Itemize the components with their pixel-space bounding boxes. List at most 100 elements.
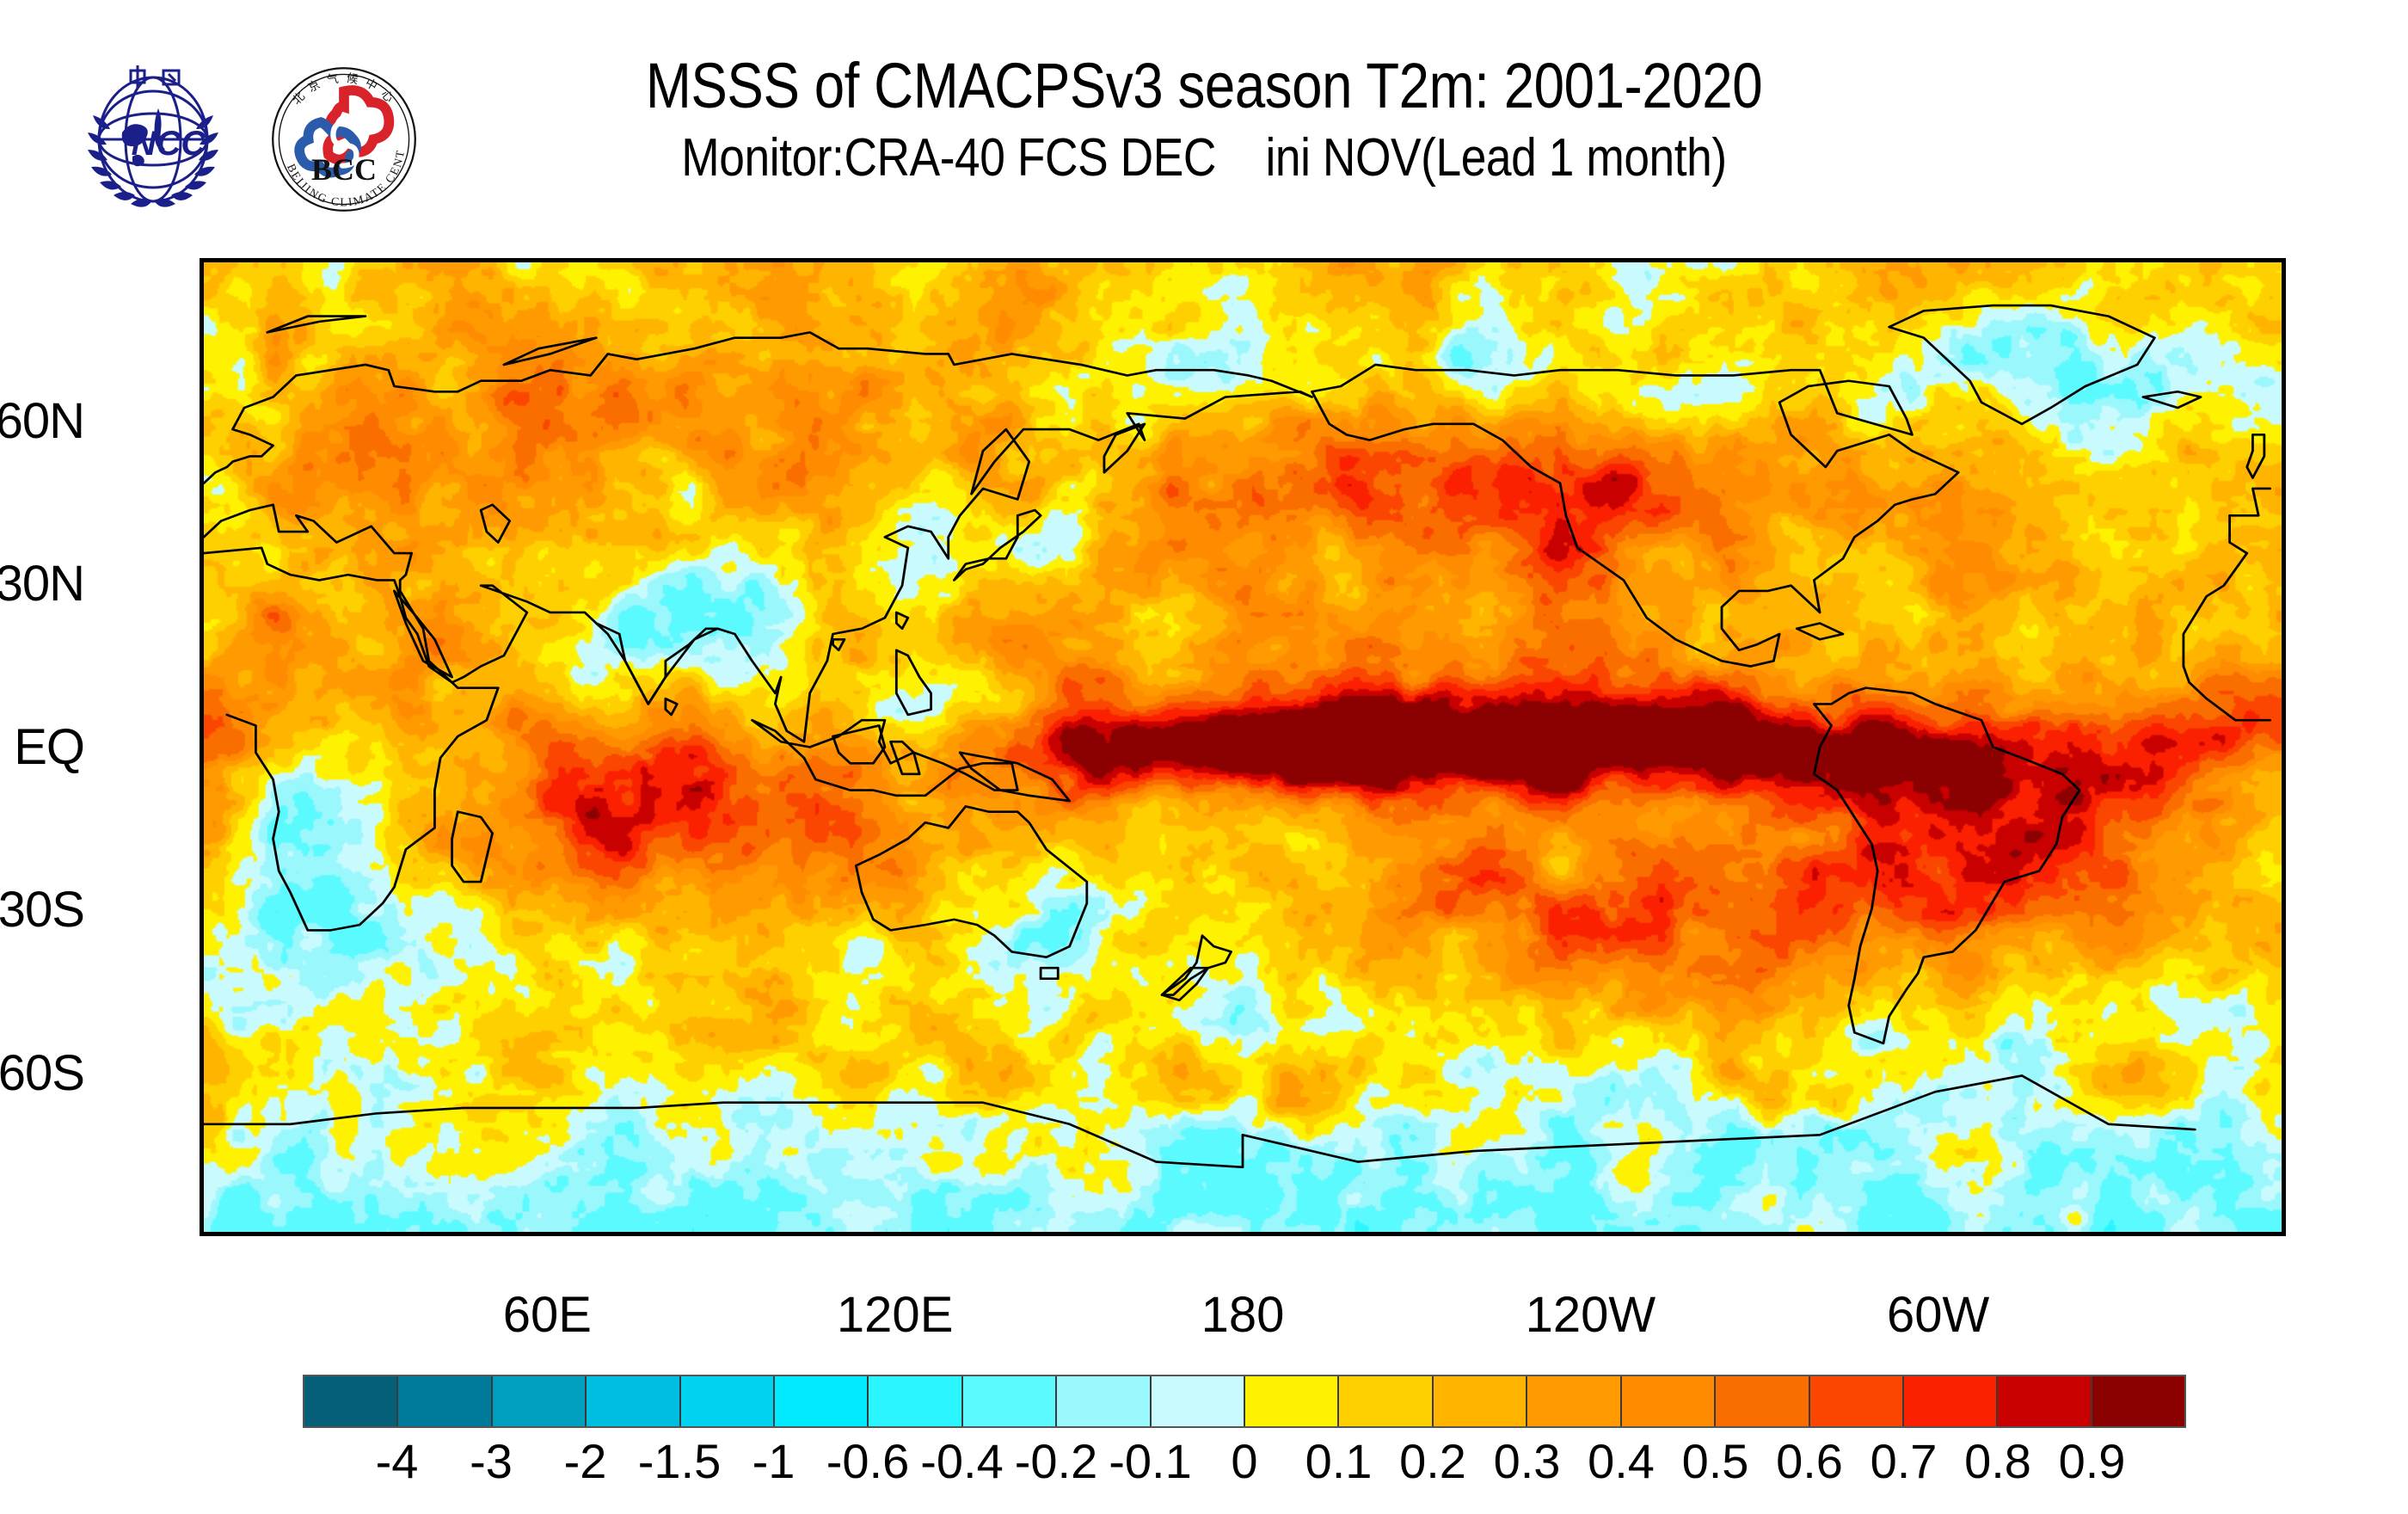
coastline-overlay — [204, 304, 2271, 1169]
colorbar-label-11: 0.2 — [1399, 1434, 1466, 1488]
colorbar-tick-labels: -4 -3 -2 -1.5 -1 -0.6 -0.4 -0.2 -0.1 0 0.1 0.2 0.3 0.… — [303, 1435, 2186, 1495]
coastline-greenland — [1888, 304, 2156, 426]
colorbar-cell-4 — [680, 1376, 776, 1426]
coastline-nam — [1311, 363, 1960, 668]
colorbar-label-7: -0.2 — [1014, 1434, 1098, 1488]
coastline-sam — [1812, 686, 2081, 1045]
coastline-india_extra — [594, 622, 719, 705]
y-tick-major — [200, 426, 204, 429]
colorbar-cell-9 — [1151, 1376, 1246, 1426]
y-tick-minor — [200, 996, 204, 999]
x-tick-minor — [436, 1232, 439, 1236]
coastline-eurasia — [2228, 514, 2249, 555]
colorbar-label-13: 0.4 — [1588, 1434, 1655, 1488]
colorbar-cell-13 — [1527, 1376, 1622, 1426]
colorbar-cell-11 — [1339, 1376, 1434, 1426]
colorbar-cell-5 — [775, 1376, 869, 1426]
colorbar-label-4: -1 — [752, 1434, 796, 1488]
y-tick-major — [200, 752, 204, 755]
colorbar-label-10: 0.1 — [1305, 1434, 1373, 1488]
coastline-madagascar — [451, 810, 494, 883]
x-tick-minor — [1711, 1232, 1713, 1236]
colorbar-label-17: 0.8 — [1964, 1434, 2031, 1488]
ncc-logo: NCC — [88, 65, 218, 207]
coastline-newguinea — [958, 751, 1072, 803]
y-tick-major — [200, 914, 204, 918]
coastline-africa — [2182, 551, 2249, 668]
coastline-eurasia — [204, 331, 1313, 743]
coastline-antarctica — [1241, 1074, 2196, 1163]
page-title: MSSS of CMACPSv3 season T2m: 2001-2020 — [645, 50, 1763, 121]
x-tick-minor — [2058, 1232, 2061, 1236]
colorbar-cell-18 — [1998, 1376, 2092, 1426]
svg-text:NCC: NCC — [132, 125, 207, 163]
coastline-philippines — [894, 649, 933, 717]
x-tick-major — [551, 1232, 555, 1236]
colorbar-label-3: -1.5 — [637, 1434, 722, 1488]
coastline-novaya — [502, 336, 598, 366]
colorbar-label-5: -0.6 — [826, 1434, 910, 1488]
coastline-svalbard — [266, 315, 367, 334]
colorbar-label-8: -0.1 — [1109, 1434, 1192, 1488]
colorbar-label-9: 0 — [1231, 1434, 1258, 1488]
colorbar-label-6: -0.4 — [920, 1434, 1004, 1488]
x-tick-minor — [783, 1232, 786, 1236]
colorbar-cell-16 — [1809, 1376, 1904, 1426]
x-tick-minor — [320, 1232, 322, 1236]
y-axis-label-EQ: EQ — [14, 718, 85, 775]
x-tick-minor — [667, 1232, 670, 1236]
y-tick-minor — [200, 1159, 204, 1161]
coastline-sulawesi — [889, 740, 921, 776]
x-axis-label-60W: 60W — [1887, 1287, 1990, 1343]
colorbar-cell-12 — [1433, 1376, 1528, 1426]
coastline-caspian — [479, 503, 512, 544]
x-tick-minor — [1479, 1232, 1482, 1236]
x-axis-label-60E: 60E — [502, 1287, 592, 1343]
x-axis-label-120W: 120W — [1525, 1287, 1656, 1343]
y-axis-label-60N: 60N — [0, 392, 85, 449]
coastline-antarctica — [204, 1101, 1244, 1169]
y-tick-major — [200, 588, 204, 592]
x-tick-major — [900, 1232, 903, 1236]
colorbar-label-12: 0.3 — [1493, 1434, 1561, 1488]
coastline-australia — [854, 805, 1089, 958]
y-tick-minor — [200, 833, 204, 835]
colorbar-cell-14 — [1621, 1376, 1717, 1426]
y-tick-minor — [200, 344, 204, 347]
colorbar-cell-17 — [1903, 1376, 1999, 1426]
y-axis-label-60S: 60S — [0, 1044, 85, 1101]
x-tick-minor — [1363, 1232, 1366, 1236]
coastline-hainan — [832, 637, 846, 652]
colorbar — [303, 1375, 2186, 1428]
map-plot-area — [200, 258, 2286, 1236]
coastline-redsea2 — [393, 589, 453, 679]
colorbar-label-2: -2 — [563, 1434, 607, 1488]
coastline-japan — [953, 508, 1042, 582]
y-axis-label-30N: 30N — [0, 556, 85, 612]
colorbar-cell-1 — [398, 1376, 493, 1426]
colorbar-cell-2 — [492, 1376, 587, 1426]
bcc-logo: BCC BEIJING CLIMATE CENTER 北京气候中心 — [267, 62, 416, 212]
coastline-cuba — [1795, 622, 1845, 641]
colorbar-label-0: -4 — [375, 1434, 419, 1488]
coastline-newzealand — [1160, 934, 1232, 996]
x-tick-minor — [1015, 1232, 1017, 1236]
coastline-borneo2 — [832, 724, 887, 765]
x-axis-label-180: 180 — [1201, 1287, 1285, 1343]
y-tick-major — [200, 1078, 204, 1081]
coastline-kamchatka — [1103, 422, 1146, 474]
colorbar-label-14: 0.5 — [1681, 1434, 1749, 1488]
x-axis-label-120E: 120E — [836, 1287, 954, 1343]
page-subtitle: Monitor:CRA-40 FCS DEC ini NOV(Lead 1 mo… — [681, 128, 1727, 188]
coastline-tasmania — [1039, 966, 1060, 981]
colorbar-cell-0 — [304, 1376, 399, 1426]
msss-heatmap-canvas — [204, 262, 2282, 1232]
x-tick-major — [1247, 1232, 1250, 1236]
svg-text:BCC: BCC — [311, 152, 377, 187]
y-tick-minor — [200, 670, 204, 673]
colorbar-cell-19 — [2092, 1376, 2185, 1426]
coastline-sriLanka — [664, 697, 679, 717]
colorbar-label-15: 0.6 — [1776, 1434, 1843, 1488]
colorbar-cell-6 — [869, 1376, 963, 1426]
coastline-africa — [204, 546, 500, 932]
